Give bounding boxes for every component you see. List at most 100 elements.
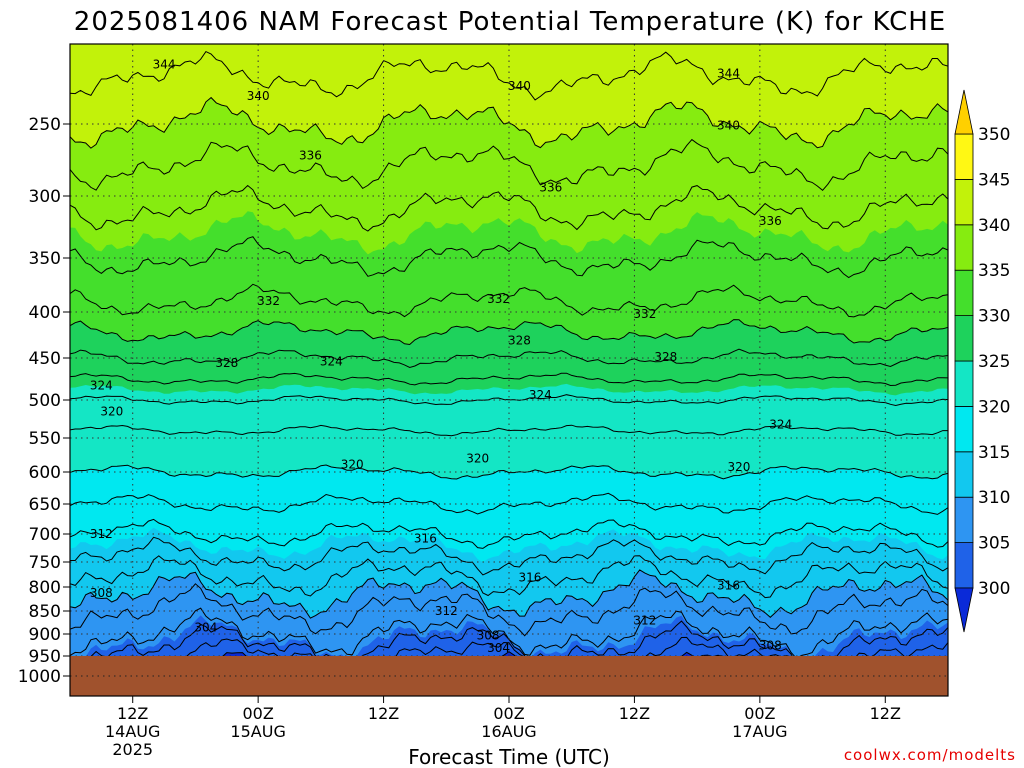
colorbar-label-325: 325	[978, 352, 1010, 372]
x-axis-label: Forecast Time (UTC)	[408, 745, 610, 768]
y-tick-label-300: 300	[29, 187, 61, 207]
isotherm-contours	[70, 50, 948, 684]
contour-label-336: 336	[539, 180, 562, 194]
contour-label-320: 320	[727, 460, 750, 474]
y-tick-label-950: 950	[29, 647, 61, 667]
y-tick-label-400: 400	[29, 303, 61, 323]
colorbar-label-310: 310	[978, 488, 1010, 508]
colorbar: 300 305 310 315 320 325 330 335 340 345 350	[954, 89, 1010, 633]
y-tick-label-650: 650	[29, 495, 61, 515]
isotherm-340	[70, 96, 948, 149]
chart-title: 2025081406 NAM Forecast Potential Temper…	[74, 7, 946, 37]
y-tick-label-450: 450	[29, 349, 61, 369]
x-tick-label-6-1: 12Z	[117, 704, 148, 723]
colorbar-label-330: 330	[978, 307, 1010, 327]
contour-label-320: 320	[100, 404, 123, 418]
credit-text[interactable]: coolwx.com/modelts	[844, 746, 1016, 764]
colorbar-band-320	[954, 360, 974, 407]
contour-label-332: 332	[487, 292, 510, 306]
colorbar-label-320: 320	[978, 397, 1010, 417]
y-tick-label-350: 350	[29, 249, 61, 269]
x-tick-label-66-1: 00Z	[744, 704, 775, 723]
y-tick-label-800: 800	[29, 578, 61, 598]
isotherm-320	[70, 464, 948, 480]
colorbar-band-345	[954, 133, 974, 180]
colorbar-band-310	[954, 451, 974, 498]
isotherm-336	[70, 184, 948, 232]
contour-label-324: 324	[90, 379, 113, 393]
contour-label-312: 312	[90, 527, 113, 541]
x-tick-label-6-3: 2025	[112, 740, 153, 759]
isotherm-328	[70, 348, 948, 369]
isotherm-308	[70, 583, 948, 637]
contour-label-304: 304	[194, 621, 217, 635]
contour-label-308: 308	[759, 638, 782, 652]
contour-label-316: 316	[518, 571, 541, 585]
isotherm-316	[70, 518, 948, 549]
x-tick-label-54-1: 12Z	[619, 704, 650, 723]
isotherm-324	[70, 394, 948, 407]
contour-label-324: 324	[320, 354, 343, 368]
y-tick-label-500: 500	[29, 391, 61, 411]
y-tick-label-850: 850	[29, 602, 61, 622]
colorbar-band-330	[954, 269, 974, 317]
contour-label-324: 324	[769, 417, 792, 431]
colorbar-band-300	[954, 542, 974, 589]
x-tick-label-66-2: 17AUG	[732, 722, 787, 741]
y-tick-label-250: 250	[29, 115, 61, 135]
contour-label-340: 340	[717, 118, 740, 132]
isotherm-314	[70, 536, 948, 576]
contour-label-336: 336	[299, 149, 322, 163]
colorbar-band-315	[954, 405, 974, 453]
contour-label-308: 308	[90, 586, 113, 600]
isotherm-334	[70, 236, 948, 279]
y-tick-label-550: 550	[29, 429, 61, 449]
colorbar-label-315: 315	[978, 443, 1010, 463]
isotherm-338	[70, 138, 948, 191]
contour-label-320: 320	[341, 458, 364, 472]
x-tick-label-78-1: 12Z	[870, 704, 901, 723]
colorbar-label-340: 340	[978, 216, 1010, 236]
contour-label-332: 332	[257, 294, 280, 308]
isotherm-332	[70, 283, 948, 318]
colorbar-label-300: 300	[978, 579, 1010, 599]
contour-label-304: 304	[487, 641, 510, 655]
colorbar-band-305	[954, 496, 974, 544]
plot-area	[70, 44, 948, 696]
colorbar-band-325	[954, 315, 974, 362]
contour-label-312: 312	[435, 604, 458, 618]
x-tick-label-30-1: 12Z	[368, 704, 399, 723]
y-tick-label-600: 600	[29, 463, 61, 483]
colorbar-band-340	[954, 178, 974, 226]
colorbar-label-350: 350	[978, 125, 1010, 145]
contour-label-344: 344	[717, 67, 740, 81]
isotherm-318	[70, 492, 948, 515]
x-tick-label-18-1: 00Z	[242, 704, 273, 723]
contour-label-328: 328	[508, 334, 531, 348]
contour-labels: 344 340 336 340 336 344 340 336 332 332 332 328 324 3…	[90, 57, 792, 655]
y-tick-label-900: 900	[29, 625, 61, 645]
y-tick-label-1000: 1000	[18, 667, 61, 687]
x-tick-label-42-2: 16AUG	[481, 722, 536, 741]
contour-label-320: 320	[466, 451, 489, 465]
colorbar-band-335	[954, 224, 974, 271]
colorbar-label-345: 345	[978, 170, 1010, 190]
contour-label-332: 332	[633, 307, 656, 321]
isotherm-330	[70, 319, 948, 346]
contour-label-308: 308	[477, 628, 500, 642]
isotherm-326	[70, 372, 948, 387]
ground-fill	[70, 656, 948, 696]
isotherm-322	[70, 424, 948, 437]
contour-label-344: 344	[153, 57, 176, 71]
x-tick-label-18-2: 15AUG	[230, 722, 285, 741]
y-axis: 250 300 350 400 450 500 550 600 650 700 750 800 850 9…	[18, 115, 70, 687]
contour-label-328: 328	[215, 356, 238, 370]
contour-label-340: 340	[508, 79, 531, 93]
colorbar-extend-high	[954, 89, 974, 135]
contour-label-340: 340	[247, 89, 270, 103]
x-tick-label-42-1: 00Z	[493, 704, 524, 723]
y-tick-label-750: 750	[29, 553, 61, 573]
y-tick-label-700: 700	[29, 525, 61, 545]
